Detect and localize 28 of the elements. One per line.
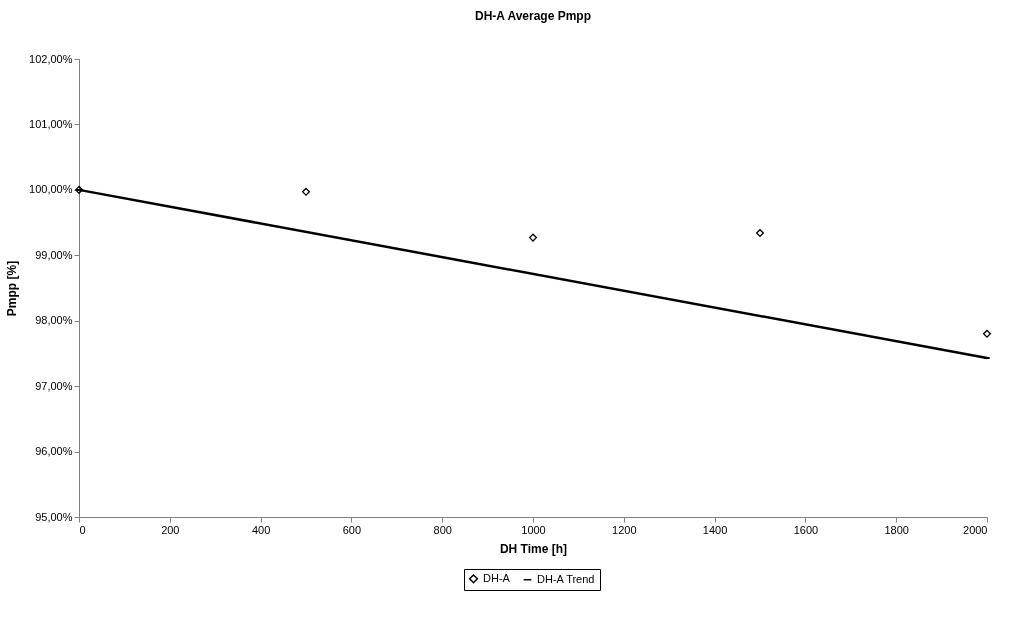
x-tick-label: 1800 [884, 523, 909, 536]
point [983, 329, 991, 338]
x-axis-title: DH Time [h] [499, 541, 568, 556]
x-tick-label: 1000 [521, 523, 546, 536]
x-tick-label: 600 [342, 523, 362, 536]
legend-label: DH-A [483, 571, 511, 584]
legend-label: DH-A Trend [537, 572, 595, 585]
y-tick-label: 96,00% [35, 445, 73, 458]
point [756, 229, 764, 238]
x-tick-label: 1400 [702, 523, 728, 536]
point [529, 233, 537, 242]
y-tick-label: 97,00% [35, 379, 73, 392]
y-axis-title: Pmpp [%] [5, 260, 20, 317]
point [302, 187, 310, 196]
y-tick-label: 100,00% [29, 183, 73, 196]
chart-title: DH-A Average Pmpp [474, 9, 592, 23]
x-tick-label: 200 [161, 523, 180, 536]
y-tick-label: 99,00% [35, 248, 73, 261]
x-tick-label: 400 [251, 523, 271, 536]
x-tick-label: 1200 [612, 523, 637, 536]
y-tick-label: 102,00% [29, 52, 73, 65]
x-tick-label: 2000 [963, 523, 988, 536]
x-tick-label: 800 [433, 523, 452, 536]
x-tick-label: 1600 [793, 523, 819, 536]
x-tick-label: 0 [79, 523, 86, 536]
y-tick-label: 98,00% [35, 314, 73, 327]
y-tick-label: 95,00% [35, 510, 73, 523]
y-tick-label: 101,00% [29, 117, 73, 130]
